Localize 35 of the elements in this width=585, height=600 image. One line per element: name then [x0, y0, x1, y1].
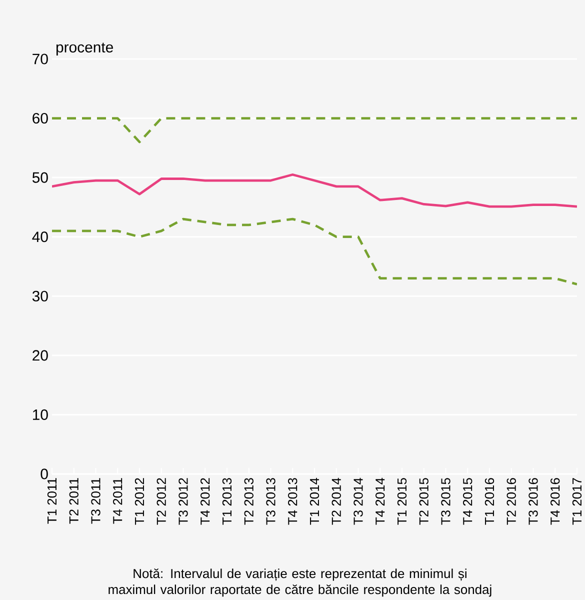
x-tick-label: T1 2011 [47, 478, 57, 524]
x-tick-label: T3 2012 [178, 478, 188, 525]
y-tick-label: 40 [32, 232, 48, 242]
x-tick-label: T4 2014 [376, 478, 385, 525]
x-tick-label: T1 2013 [222, 478, 232, 525]
x-tick-label: T3 2011 [91, 478, 100, 524]
y-tick-label: 60 [32, 112, 48, 124]
x-tick-label: T2 2016 [506, 478, 516, 525]
x-tick-label: T3 2015 [441, 478, 450, 525]
y-tick-label: 30 [32, 290, 48, 302]
x-tick-label: T1 2012 [134, 478, 144, 525]
y-tick-label: 20 [32, 350, 48, 361]
x-tick-label: T1 2016 [484, 478, 494, 525]
x-tick-label: T1 2015 [397, 478, 407, 525]
x-tick-label: T4 2016 [550, 478, 560, 525]
x-tick-label: T3 2016 [528, 478, 538, 525]
x-tick-label: T2 2014 [332, 478, 341, 525]
x-tick-label: T2 2011 [69, 478, 78, 524]
y-tick-label: 0 [40, 468, 48, 480]
x-tick-label: T4 2012 [200, 478, 210, 525]
x-tick-label: T2 2012 [156, 478, 166, 525]
y-tick-label: 70 [32, 54, 48, 64]
x-tick-label: T3 2014 [354, 478, 363, 525]
x-tick-label: T1 2014 [310, 478, 320, 525]
x-tick-label: T4 2015 [463, 478, 472, 525]
x-tick-label: T4 2013 [288, 478, 298, 525]
x-tick-label: T4 2011 [113, 478, 122, 524]
x-tick-label: T3 2013 [266, 478, 276, 525]
x-tick-label: T2 2015 [419, 478, 428, 525]
y-tick-label: 10 [33, 409, 48, 420]
y-tick-label: 50 [32, 172, 48, 183]
y-axis-title: procente [56, 42, 114, 56]
text: Notă: Intervalul de variație este reprezentat de minimul și maximul valorilor raportate de către băncile respondente la sondaj [108, 568, 492, 597]
x-tick-label: T2 2013 [244, 478, 254, 525]
x-tick-label: T1 2017 [572, 478, 582, 525]
